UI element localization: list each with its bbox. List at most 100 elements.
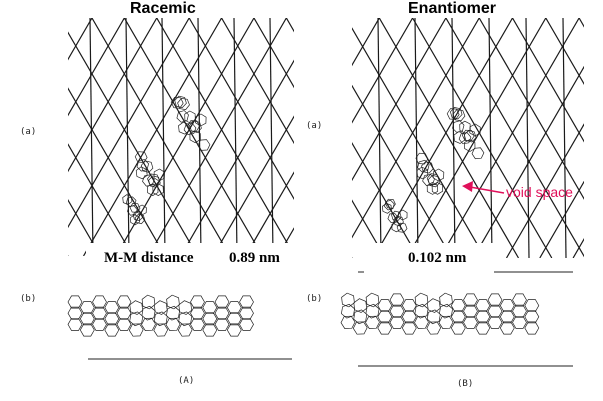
hexagon-ring — [104, 301, 120, 315]
lattice-line — [472, 65, 584, 258]
hexagon-ring — [416, 166, 429, 180]
lattice-line — [156, 18, 294, 256]
panel-label-b-right: (b) — [306, 294, 323, 304]
hexagon-ring — [239, 295, 254, 309]
hexagon-ring — [127, 205, 138, 216]
hexagon-ring — [453, 131, 466, 144]
hexagon-ring — [166, 294, 180, 310]
lattice-line — [89, 18, 94, 256]
hexagon-ring — [389, 304, 405, 318]
hexagon-ring — [116, 317, 132, 331]
hexagon-ring — [340, 315, 356, 329]
hexagon-ring — [396, 222, 408, 233]
hexagon-ring — [152, 183, 164, 197]
lattice-line — [0, 18, 27, 256]
lattice-line — [352, 84, 453, 258]
hexagon-ring — [165, 317, 181, 331]
hexagon-ring — [176, 110, 189, 123]
hexagon-ring — [67, 317, 83, 331]
lattice-line — [352, 199, 386, 258]
lattice-line — [378, 18, 520, 258]
hexagon-ring — [141, 294, 156, 310]
hexagon-ring — [129, 203, 141, 213]
hexagon-ring — [471, 147, 485, 160]
lattice-line — [0, 18, 60, 256]
enantiomer-distance-value: 0.102 nm — [408, 250, 467, 266]
hexagon-ring — [487, 293, 503, 307]
lattice-line — [414, 18, 419, 258]
hexagon-ring — [67, 295, 83, 309]
hexagon-ring — [226, 301, 242, 315]
hexagon-ring — [426, 321, 442, 335]
hexagon-ring — [136, 159, 149, 172]
lattice-line — [505, 123, 584, 258]
lattice-line — [68, 31, 199, 256]
hexagon-ring — [147, 183, 159, 197]
hexagon-ring — [446, 108, 460, 120]
lattice-line — [351, 18, 489, 256]
enantiomer-molecule-cluster — [382, 107, 485, 233]
hexagon-ring — [401, 299, 417, 313]
hexagon-ring — [487, 315, 503, 329]
lattice-line — [83, 18, 223, 256]
racemic-side-view — [67, 294, 254, 337]
hexagon-ring — [189, 120, 202, 133]
hexagon-ring — [79, 323, 95, 337]
hexagon-ring — [174, 95, 187, 108]
hexagon-ring — [464, 139, 476, 152]
lattice-line — [221, 18, 294, 145]
enantiomer-lattice — [207, 18, 584, 258]
hexagon-ring — [202, 312, 218, 326]
lattice-line — [68, 254, 69, 256]
lattice-line — [352, 18, 414, 124]
hexagon-ring — [450, 310, 466, 324]
hexagon-ring — [130, 214, 140, 226]
lattice-line — [68, 18, 93, 61]
lattice-line — [269, 18, 274, 256]
hexagon-ring — [183, 122, 197, 135]
hexagon-ring — [365, 303, 380, 319]
enantiomer-heading: Enantiomer — [408, 0, 497, 17]
hexagon-ring — [487, 304, 503, 318]
hexagon-ring — [463, 315, 478, 329]
lattice-line — [68, 87, 166, 256]
racemic-lattice — [0, 18, 489, 256]
hexagon-ring — [184, 110, 196, 124]
hexagon-ring — [384, 199, 395, 211]
panel-label-a-left: (a) — [20, 127, 37, 137]
hexagon-ring — [387, 212, 399, 223]
hexagon-ring — [401, 310, 417, 324]
lattice-line — [352, 18, 480, 239]
hexagon-ring — [128, 323, 144, 337]
lattice-line — [545, 18, 584, 86]
panel-label-B: (B) — [457, 379, 474, 389]
hexagon-ring — [341, 292, 355, 308]
hexagon-ring — [391, 210, 402, 222]
racemic-heading: Racemic — [130, 0, 196, 17]
hexagon-ring — [178, 300, 193, 315]
hexagon-ring — [226, 323, 242, 337]
lattice-line — [115, 18, 255, 256]
hexagon-ring — [214, 317, 230, 331]
hexagon-ring — [153, 323, 169, 337]
hexagon-ring — [135, 166, 148, 180]
hexagon-ring — [197, 139, 211, 151]
hexagon-ring — [377, 299, 393, 313]
hexagon-ring — [104, 312, 120, 326]
lattice-line — [125, 18, 130, 256]
hexagon-ring — [92, 306, 107, 320]
hexagon-ring — [365, 315, 380, 329]
lattice-line — [572, 238, 584, 258]
lattice-line — [207, 18, 346, 258]
hexagon-ring — [417, 159, 430, 173]
hexagon-ring — [426, 173, 440, 186]
racemic-measurement-band — [86, 243, 332, 273]
hexagon-ring — [475, 321, 491, 335]
hexagon-ring — [142, 174, 155, 187]
lattice-line — [352, 27, 486, 258]
hexagon-ring — [401, 321, 417, 335]
hexagon-ring — [377, 310, 393, 324]
lattice-line — [451, 18, 456, 258]
lattice-line — [439, 18, 580, 258]
hexagon-ring — [116, 306, 132, 320]
